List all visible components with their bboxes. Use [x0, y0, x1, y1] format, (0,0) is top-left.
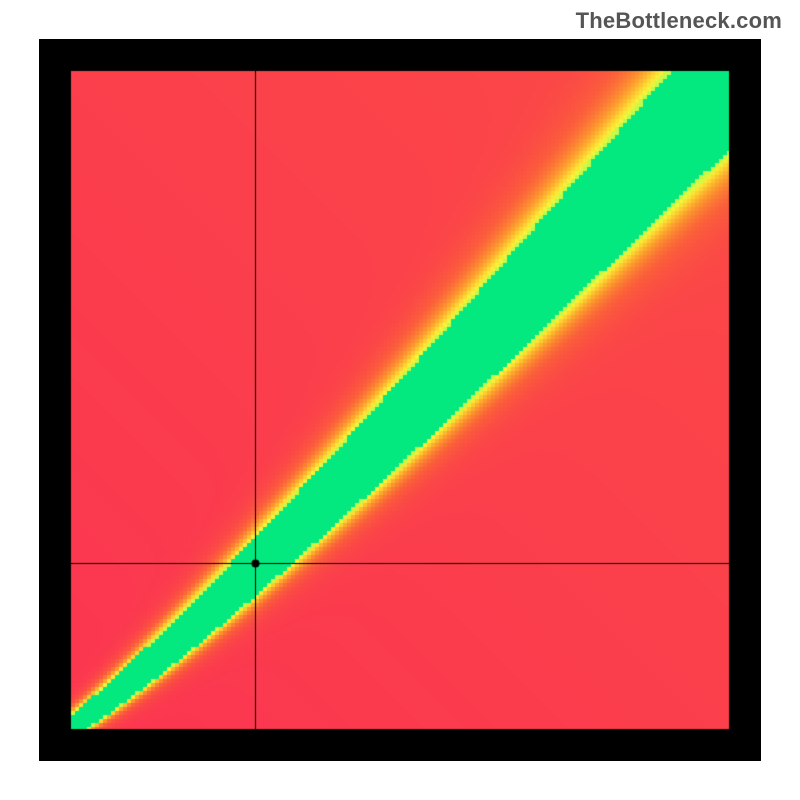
- chart-container: TheBottleneck.com: [0, 0, 800, 800]
- watermark-text: TheBottleneck.com: [576, 8, 782, 34]
- bottleneck-heatmap: [39, 39, 761, 761]
